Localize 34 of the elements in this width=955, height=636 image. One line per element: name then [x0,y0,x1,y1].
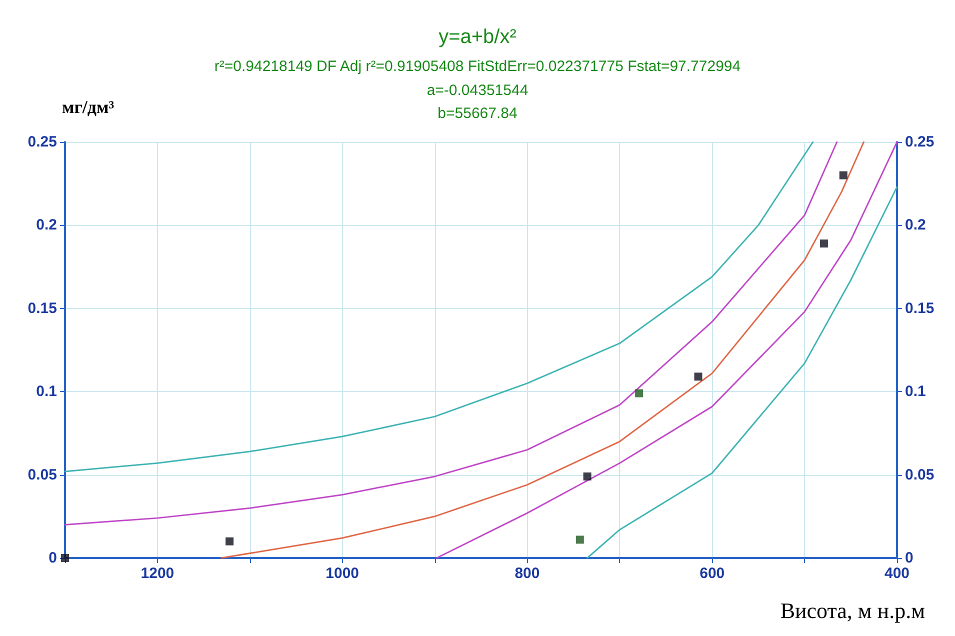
x-tick-label: 400 [884,565,910,582]
text: a=-0.04351544 [426,82,528,99]
y2-tick-label: 0.25 [905,134,934,150]
y2-tick-label: 0.05 [905,466,934,484]
line-series [64,141,814,472]
x-tick-label: 600 [700,565,725,582]
point [839,171,848,180]
chart-title: y=a+b/x² [438,26,518,49]
x-tick-label: 1200 [140,565,174,582]
y2-tick-label: 0.2 [905,216,926,234]
y2-tick-label: 0 [905,550,914,566]
line-series [586,186,898,559]
x-axis-title: Висота, м н.р.м [780,598,925,624]
point [583,472,592,480]
y-tick-label: 0.25 [28,134,57,150]
point [576,536,584,544]
y-tick-label: 0.1 [36,383,57,400]
point [635,389,644,398]
line-series [220,141,864,559]
y2-tick-label: 0.15 [905,300,934,317]
y-tick-label: 0.15 [28,300,57,317]
y-tick-label: 0.2 [36,216,57,234]
text: b=55667.84 [438,105,518,122]
chart-subtitle: r²=0.94218149 DF Adj r²=0.91905408 FitStdErr=0.022371775 Fstat=97.772994 [213,58,742,75]
x-tick-label: 1000 [326,565,360,582]
line-series [64,141,838,526]
y2-tick-label: 0.1 [905,383,926,400]
x-tick-label: 800 [514,565,540,582]
y-tick-label: 0 [48,550,57,566]
y-tick-label: 0.05 [28,466,57,484]
point [694,372,702,381]
point [226,537,234,546]
y-axis-title: мг/дм³ [62,97,114,118]
point [820,240,828,248]
